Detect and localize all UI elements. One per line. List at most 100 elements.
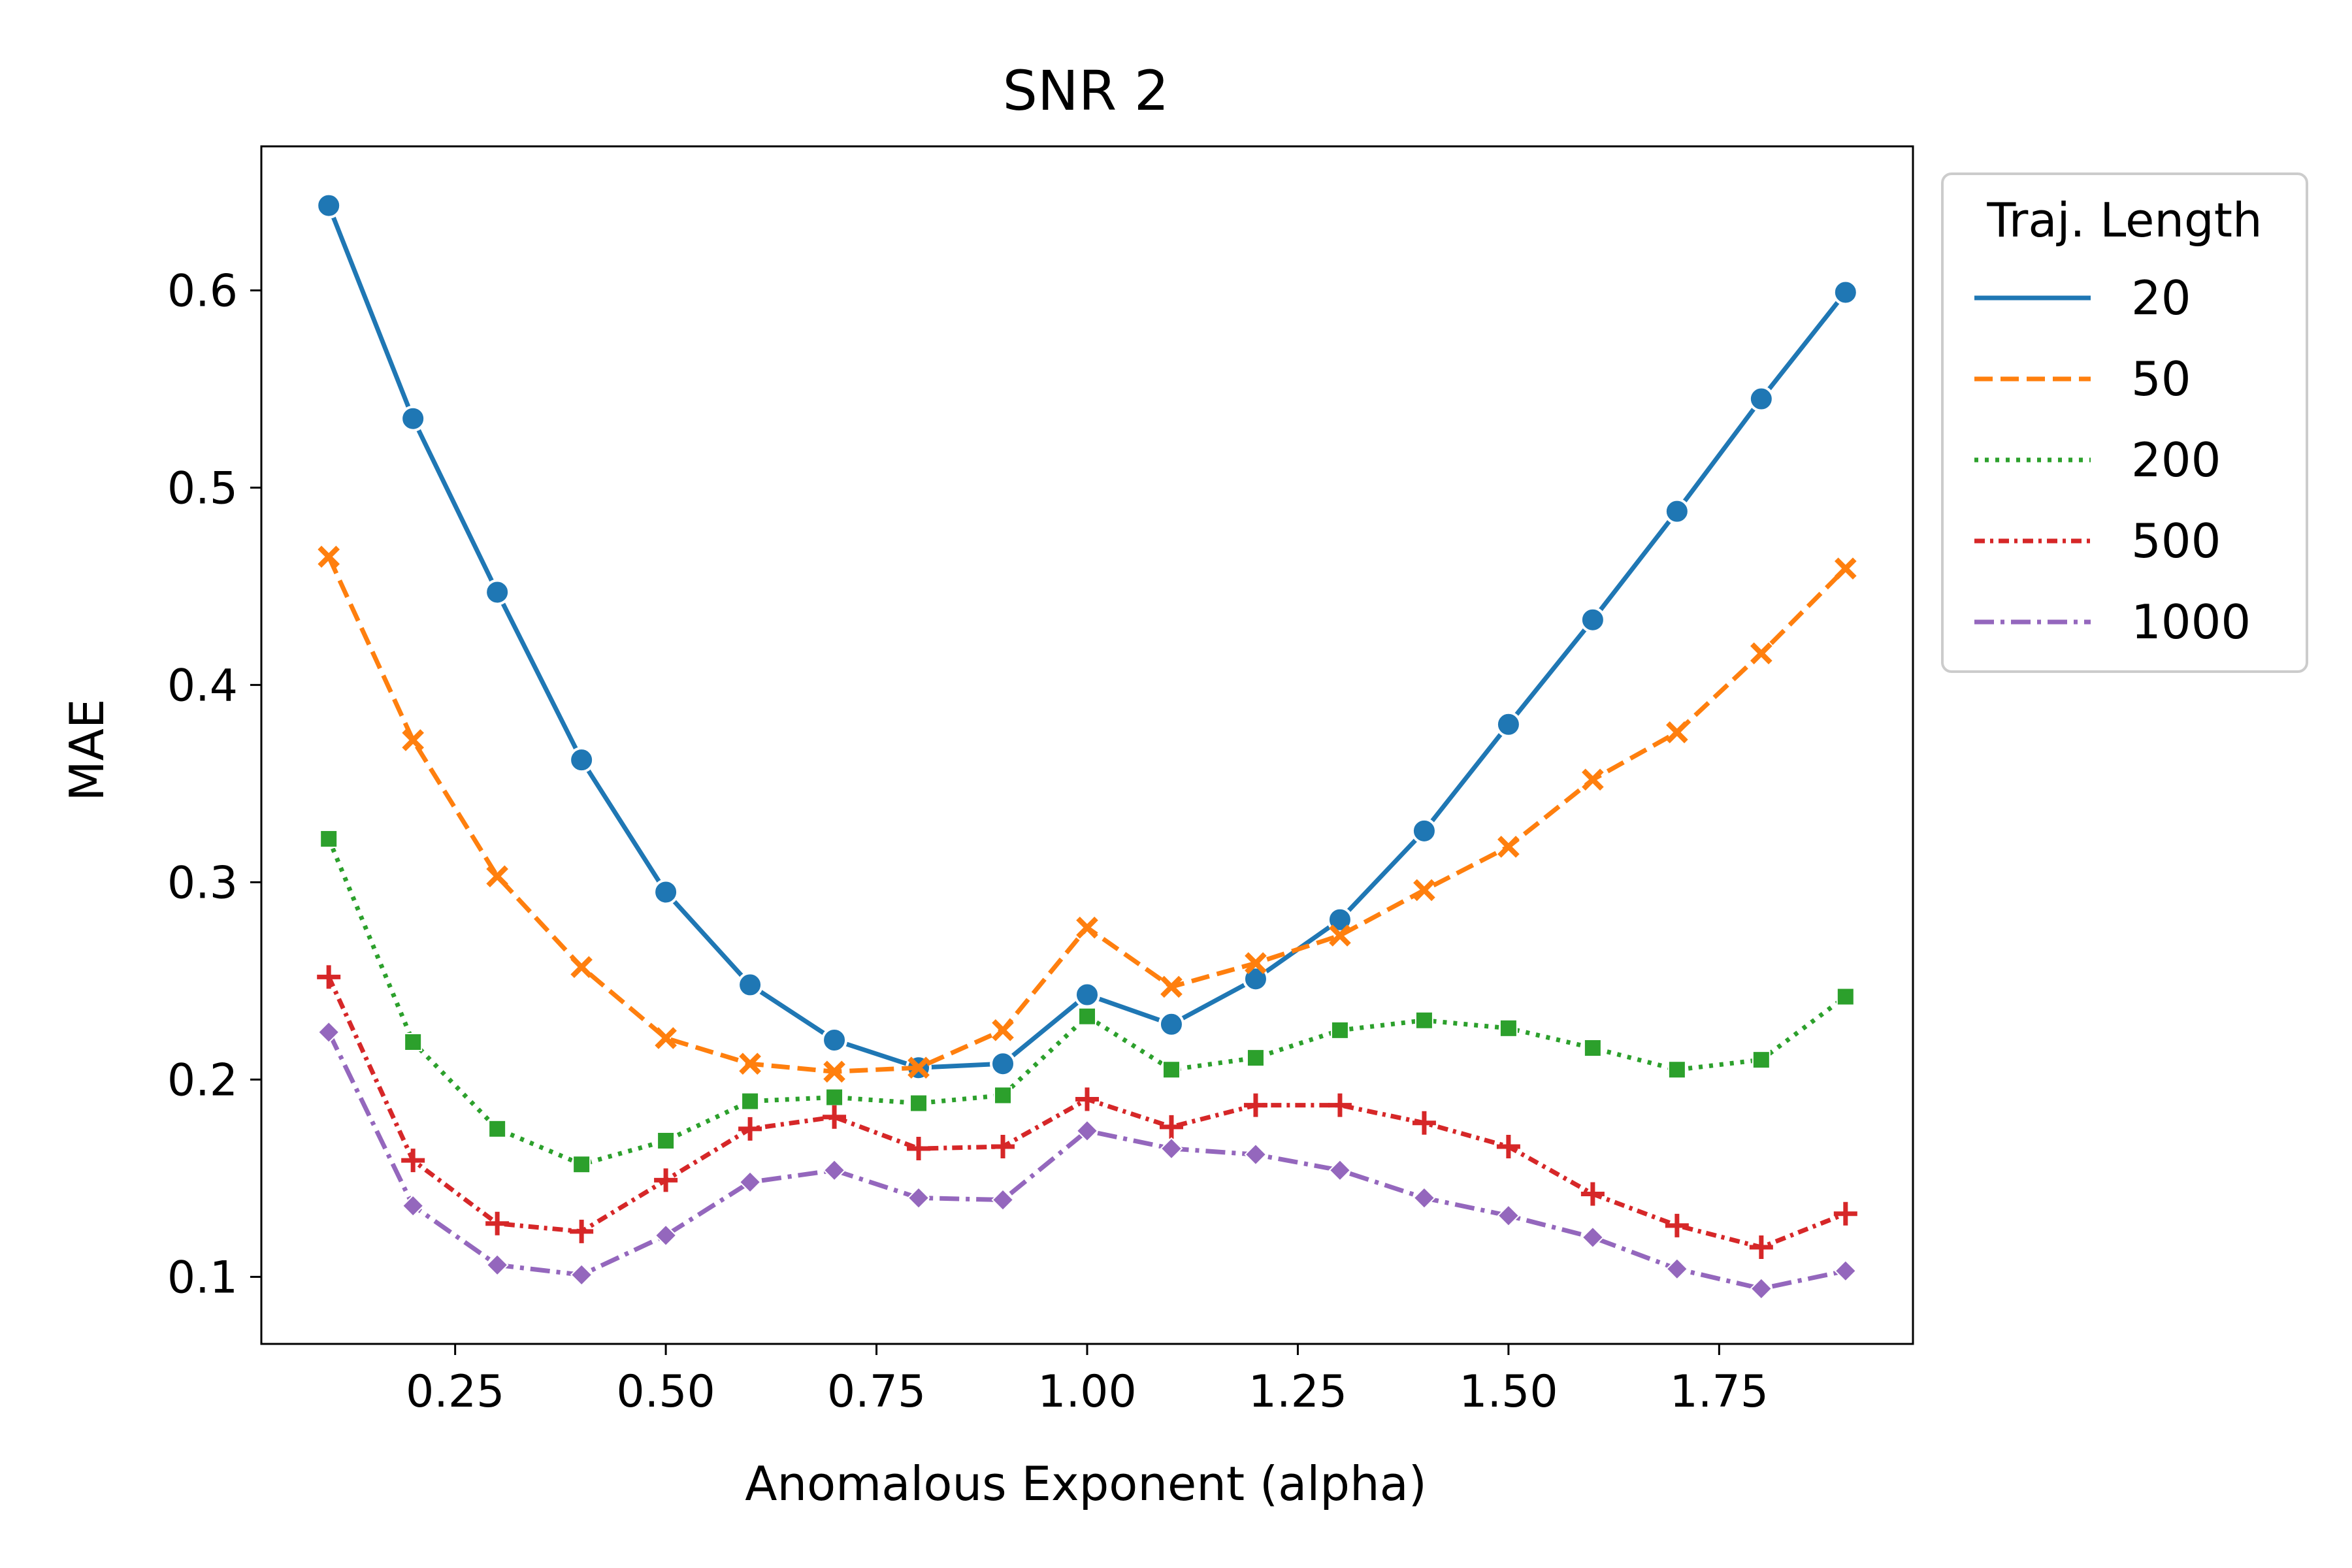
data-point-500 bbox=[1412, 1111, 1436, 1135]
data-point-1000 bbox=[1665, 1257, 1689, 1281]
plot-area: 0.25 0.50 0.75 1.00 1.25 1.50 1.75 0.1 0.2 0.3 0.4… bbox=[167, 145, 1914, 1418]
data-point-20 bbox=[1663, 498, 1690, 525]
data-point-200 bbox=[1499, 1019, 1518, 1037]
data-point-20 bbox=[1832, 279, 1859, 306]
data-point-50 bbox=[823, 1060, 845, 1083]
data-point-200 bbox=[1414, 1011, 1433, 1030]
data-point-20 bbox=[821, 1026, 848, 1053]
legend-item-500: 500 bbox=[1974, 514, 2221, 568]
data-point-20 bbox=[400, 405, 427, 432]
data-point-1000 bbox=[654, 1224, 678, 1247]
data-point-50 bbox=[992, 1019, 1014, 1041]
legend-frame bbox=[1941, 172, 2308, 673]
data-point-20 bbox=[316, 192, 342, 219]
data-point-1000 bbox=[738, 1170, 762, 1194]
data-point-1000 bbox=[1497, 1204, 1520, 1228]
data-point-500 bbox=[485, 1211, 510, 1235]
chart-title: SNR 2 bbox=[1003, 59, 1169, 123]
data-point-200 bbox=[488, 1119, 507, 1138]
data-point-200 bbox=[657, 1131, 676, 1150]
data-point-500 bbox=[1580, 1182, 1605, 1206]
data-point-20 bbox=[1158, 1011, 1184, 1037]
data-point-200 bbox=[741, 1092, 760, 1111]
legend-item-1000: 1000 bbox=[1974, 595, 2251, 649]
legend-label: 1000 bbox=[2131, 595, 2251, 649]
legend-label: 500 bbox=[2131, 514, 2221, 568]
data-point-1000 bbox=[317, 1021, 340, 1044]
legend-label: 20 bbox=[2131, 270, 2191, 325]
data-point-50 bbox=[907, 1056, 930, 1079]
data-point-500 bbox=[738, 1117, 762, 1141]
data-point-500 bbox=[991, 1135, 1015, 1159]
x-tick-label: 1.25 bbox=[1249, 1366, 1347, 1418]
data-point-20 bbox=[1411, 817, 1437, 844]
data-point-50 bbox=[1329, 924, 1351, 947]
y-tick-label: 0.1 bbox=[167, 1252, 238, 1303]
legend: Traj. Length 20 50 200 500 1000 bbox=[1941, 172, 2308, 673]
legend-item-50: 50 bbox=[1974, 351, 2191, 406]
data-point-200 bbox=[825, 1088, 844, 1107]
data-point-200 bbox=[319, 829, 338, 848]
x-tick-label: 1.00 bbox=[1037, 1366, 1136, 1418]
data-point-1000 bbox=[907, 1186, 930, 1209]
data-point-50 bbox=[1076, 917, 1098, 939]
data-point-1000 bbox=[1328, 1158, 1352, 1182]
data-point-200 bbox=[1836, 987, 1855, 1006]
data-point-500 bbox=[570, 1219, 594, 1243]
data-point-500 bbox=[907, 1137, 931, 1161]
series-20 bbox=[316, 192, 1859, 1081]
data-point-1000 bbox=[485, 1253, 509, 1277]
data-point-1000 bbox=[1750, 1277, 1773, 1300]
data-point-50 bbox=[655, 1027, 677, 1049]
data-point-20 bbox=[990, 1051, 1017, 1077]
data-point-50 bbox=[1750, 642, 1772, 664]
series-500 bbox=[317, 965, 1857, 1260]
data-point-50 bbox=[1666, 721, 1688, 743]
data-point-200 bbox=[909, 1094, 928, 1113]
data-point-50 bbox=[1497, 836, 1520, 858]
data-point-500 bbox=[1328, 1093, 1352, 1117]
data-point-200 bbox=[1330, 1021, 1349, 1039]
series-200 bbox=[319, 829, 1855, 1174]
data-point-20 bbox=[1326, 906, 1353, 933]
y-axis-label: MAE bbox=[59, 699, 114, 802]
data-point-500 bbox=[1496, 1135, 1520, 1159]
data-point-20 bbox=[653, 879, 679, 906]
legend-item-20: 20 bbox=[1974, 270, 2191, 325]
data-point-1000 bbox=[823, 1158, 846, 1182]
data-point-200 bbox=[572, 1155, 591, 1174]
x-tick-label: 0.50 bbox=[616, 1366, 715, 1418]
data-point-1000 bbox=[1244, 1143, 1267, 1166]
y-tick-label: 0.3 bbox=[167, 857, 238, 909]
data-point-200 bbox=[1583, 1039, 1602, 1058]
data-point-1000 bbox=[1834, 1259, 1857, 1282]
data-point-500 bbox=[401, 1149, 425, 1173]
data-point-20 bbox=[568, 747, 595, 774]
legend-items: 20 50 200 500 1000 bbox=[1974, 270, 2251, 649]
data-point-500 bbox=[823, 1105, 847, 1129]
data-point-1000 bbox=[570, 1263, 593, 1286]
x-tick-label: 0.75 bbox=[827, 1366, 926, 1418]
data-point-200 bbox=[1246, 1049, 1265, 1068]
legend-item-200: 200 bbox=[1974, 433, 2221, 487]
data-point-50 bbox=[570, 956, 593, 979]
data-point-50 bbox=[1245, 952, 1267, 975]
x-tick-label: 1.75 bbox=[1670, 1366, 1769, 1418]
data-point-500 bbox=[1833, 1201, 1857, 1226]
data-point-200 bbox=[1162, 1060, 1181, 1079]
data-point-1000 bbox=[1413, 1186, 1436, 1209]
data-point-20 bbox=[1748, 385, 1774, 412]
series-1000 bbox=[317, 1021, 1857, 1300]
series-line-1000 bbox=[327, 1031, 1846, 1291]
data-point-500 bbox=[1749, 1235, 1773, 1260]
data-point-50 bbox=[402, 729, 424, 751]
data-point-1000 bbox=[1075, 1119, 1099, 1143]
data-point-1000 bbox=[1581, 1226, 1605, 1249]
data-point-500 bbox=[1243, 1093, 1267, 1117]
data-point-200 bbox=[994, 1086, 1013, 1105]
series-50 bbox=[318, 546, 1857, 1083]
data-point-200 bbox=[1667, 1060, 1686, 1079]
legend-label: 50 bbox=[2131, 351, 2191, 406]
data-point-200 bbox=[1078, 1007, 1096, 1026]
